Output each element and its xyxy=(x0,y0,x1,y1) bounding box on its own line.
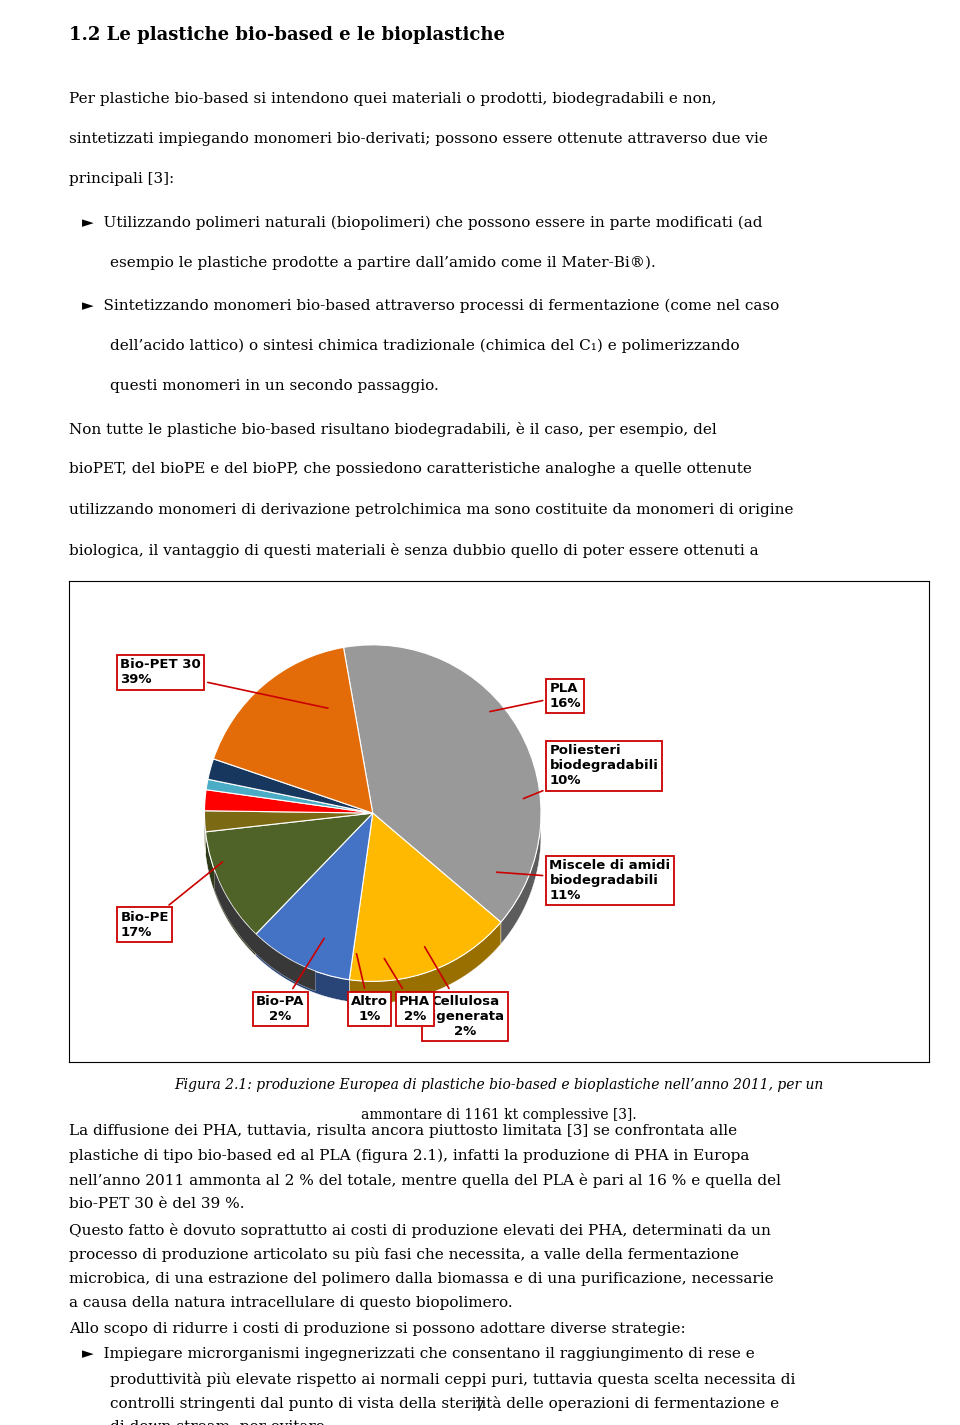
Polygon shape xyxy=(204,814,205,854)
Text: Non tutte le plastiche bio-based risultano biodegradabili, è il caso, per esempi: Non tutte le plastiche bio-based risulta… xyxy=(69,422,717,437)
Wedge shape xyxy=(349,814,501,982)
Text: utilizzando monomeri di derivazione petrolchimica ma sono costituite da monomeri: utilizzando monomeri di derivazione petr… xyxy=(69,503,794,517)
Text: (PHA) sintetizzati sia da microrganismi di tipo “wild type” (presenti in natura): (PHA) sintetizzati sia da microrganismi … xyxy=(69,707,730,721)
Text: Altro
1%: Altro 1% xyxy=(350,953,388,1023)
Wedge shape xyxy=(213,647,372,814)
Text: Cellulosa
rigenerata
2%: Cellulosa rigenerata 2% xyxy=(424,946,505,1037)
Text: nell’anno 2011 ammonta al 2 % del totale, mentre quella del PLA è pari al 16 % e: nell’anno 2011 ammonta al 2 % del totale… xyxy=(69,1173,781,1188)
Text: Figura 2.1: produzione Europea di plastiche bio-​based e bioplastiche nell’anno : Figura 2.1: produzione Europea di plasti… xyxy=(175,1077,824,1092)
Polygon shape xyxy=(205,832,256,956)
Text: Bio-PET 30
39%: Bio-PET 30 39% xyxy=(120,658,328,708)
Polygon shape xyxy=(256,935,349,1002)
Polygon shape xyxy=(215,871,315,990)
Text: plastiche di tipo bio-based ed al PLA (figura 2.1), infatti la produzione di PHA: plastiche di tipo bio-based ed al PLA (f… xyxy=(69,1149,750,1163)
Text: processo di produzione articolato su più fasi che necessita, a valle della ferme: processo di produzione articolato su più… xyxy=(69,1247,739,1263)
Wedge shape xyxy=(206,779,372,814)
Text: microbica, di una estrazione del polimero dalla biomassa e di una purificazione,: microbica, di una estrazione del polimer… xyxy=(69,1271,774,1285)
Text: Bio-PA
2%: Bio-PA 2% xyxy=(256,938,324,1023)
Text: partire da fonti rinnovabili.: partire da fonti rinnovabili. xyxy=(69,583,279,597)
Text: Poliesteri
biodegradabili
10%: Poliesteri biodegradabili 10% xyxy=(523,744,659,798)
Text: microrganismi ingegnerizzati.: microrganismi ingegnerizzati. xyxy=(69,747,301,761)
Wedge shape xyxy=(204,789,372,814)
Text: dell’acido lattico) o sintesi chimica tradizionale (chimica del C₁) e polimerizz: dell’acido lattico) o sintesi chimica tr… xyxy=(110,339,740,353)
Wedge shape xyxy=(208,760,372,814)
Text: ►  Impiegare microrganismi ingegnerizzati che consentano il raggiungimento di re: ► Impiegare microrganismi ingegnerizzati… xyxy=(82,1348,755,1361)
Text: Allo scopo di ridurre i costi di produzione si possono adottare diverse strategi: Allo scopo di ridurre i costi di produzi… xyxy=(69,1321,685,1335)
Text: Miscele di amidi
biodegradabili
11%: Miscele di amidi biodegradabili 11% xyxy=(496,859,670,902)
Text: questi monomeri in un secondo passaggio.: questi monomeri in un secondo passaggio. xyxy=(110,379,439,393)
Text: 7: 7 xyxy=(475,1399,485,1414)
Text: sintetizzati impiegando monomeri bio-derivati; possono essere ottenute attravers: sintetizzati impiegando monomeri bio-der… xyxy=(69,133,768,147)
Text: ►  Utilizzando polimeri naturali (biopolimeri) che possono essere in parte modif: ► Utilizzando polimeri naturali (biopoli… xyxy=(82,215,762,229)
Text: La diffusione dei PHA, tuttavia, risulta ancora piuttosto limitata [3] se confro: La diffusione dei PHA, tuttavia, risulta… xyxy=(69,1124,737,1139)
Text: bioPET, del bioPE e del bioPP, che possiedono caratteristiche analoghe a quelle : bioPET, del bioPE e del bioPP, che possi… xyxy=(69,463,752,476)
Text: controlli stringenti dal punto di vista della sterilità delle operazioni di ferm: controlli stringenti dal punto di vista … xyxy=(110,1396,780,1411)
Text: biologica, il vantaggio di questi materiali è senza dubbio quello di poter esser: biologica, il vantaggio di questi materi… xyxy=(69,543,758,559)
Text: Per plastiche bio-based si intendono quei materiali o prodotti, biodegradabili e: Per plastiche bio-based si intendono que… xyxy=(69,91,716,105)
Polygon shape xyxy=(501,819,540,943)
Text: Questo fatto è dovuto soprattutto ai costi di produzione elevati dei PHA, determ: Questo fatto è dovuto soprattutto ai cos… xyxy=(69,1223,771,1238)
Text: esempio le plastiche prodotte a partire dall’amido come il Mater-Bi®).: esempio le plastiche prodotte a partire … xyxy=(110,255,656,269)
Polygon shape xyxy=(349,922,501,1003)
Text: PHA
2%: PHA 2% xyxy=(384,959,430,1023)
Wedge shape xyxy=(204,811,372,832)
Text: PLA
16%: PLA 16% xyxy=(490,681,581,711)
Text: produttività più elevate rispetto ai normali ceppi puri, tuttavia questa scelta : produttività più elevate rispetto ai nor… xyxy=(110,1372,796,1387)
Text: ammontare di 1161 kt complessive [3].: ammontare di 1161 kt complessive [3]. xyxy=(361,1107,637,1121)
Text: ►  Sintetizzando monomeri bio-based attraverso processi di fermentazione (come n: ► Sintetizzando monomeri bio-based attra… xyxy=(82,299,780,314)
Wedge shape xyxy=(205,814,372,935)
Text: bio-PET 30 è del 39 %.: bio-PET 30 è del 39 %. xyxy=(69,1197,245,1211)
Text: 1.2 Le plastiche bio-based e le bioplastiche: 1.2 Le plastiche bio-based e le bioplast… xyxy=(69,26,505,44)
Text: a causa della natura intracellulare di questo biopolimero.: a causa della natura intracellulare di q… xyxy=(69,1295,513,1310)
Text: Con il termine bioplastiche, invece, sono definiti quei materiali ottenibili ess: Con il termine bioplastiche, invece, son… xyxy=(69,626,754,640)
Wedge shape xyxy=(344,646,541,922)
Wedge shape xyxy=(256,814,372,980)
Text: di down-stream, per evitare: di down-stream, per evitare xyxy=(110,1421,325,1425)
Text: a partire da biopolimeri derivanti da sintesi microbica: è il caso dei poliidros: a partire da biopolimeri derivanti da si… xyxy=(69,667,744,681)
Text: principali [3]:: principali [3]: xyxy=(69,172,175,187)
Text: Bio-PE
17%: Bio-PE 17% xyxy=(120,862,223,939)
